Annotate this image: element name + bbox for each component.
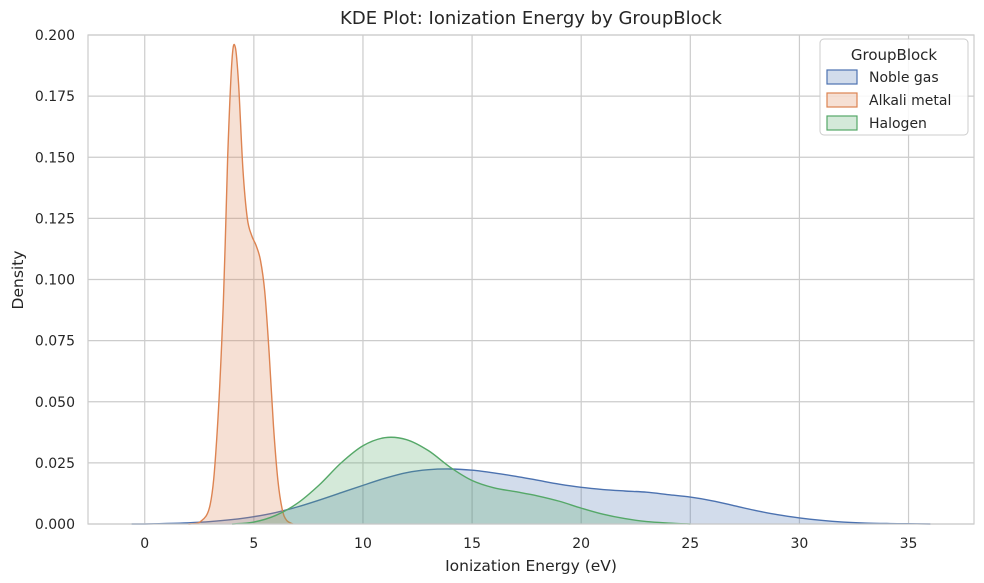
x-tick-label: 30 [791, 536, 809, 552]
chart-title: KDE Plot: Ionization Energy by GroupBloc… [340, 8, 722, 29]
density-areas [131, 43, 931, 525]
legend-swatch-noble-gas [826, 69, 858, 85]
density-line-noble-gas [131, 468, 931, 525]
x-tick-label: 25 [681, 536, 699, 552]
legend-swatch-halogen [826, 115, 858, 131]
legend-label-halogen: Halogen [869, 116, 927, 132]
y-tick-label: 0.025 [35, 456, 75, 472]
legend-title: GroupBlock [851, 46, 938, 64]
legend-items: Noble gas Alkali metal Halogen [826, 69, 951, 132]
area-fill-alkali-metal [188, 44, 294, 524]
plot-frame [87, 34, 975, 525]
y-tick-label: 0.175 [35, 89, 75, 105]
y-tick-label: 0.200 [35, 28, 75, 44]
y-tick-label: 0.100 [35, 273, 75, 289]
legend: GroupBlock Noble gas Alkali metal Halogen [819, 38, 969, 136]
x-tick-label: 5 [249, 536, 258, 552]
legend-label-alkali-metal: Alkali metal [869, 93, 951, 109]
density-line-alkali-metal [188, 43, 294, 525]
x-axis-title: Ionization Energy (eV) [445, 557, 617, 575]
density-line-halogen [231, 436, 691, 525]
y-tick-label: 0.150 [35, 150, 75, 166]
y-tick-label: 0.075 [35, 334, 75, 350]
legend-swatch-alkali-metal [826, 92, 858, 108]
x-tick-label: 10 [354, 536, 372, 552]
x-tick-label: 15 [463, 536, 481, 552]
x-tick-label: 0 [140, 536, 149, 552]
y-tick-label: 0.125 [35, 211, 75, 227]
x-tick-label: 20 [572, 536, 590, 552]
legend-label-noble-gas: Noble gas [869, 70, 939, 86]
y-tick-labels: 0.000 0.025 0.050 0.075 0.100 0.125 0.150 0.175… [35, 28, 75, 533]
y-axis-title: Density [9, 251, 27, 310]
x-tick-labels: 0 5 10 15 20 25 30 35 [140, 536, 917, 552]
y-tick-label: 0.050 [35, 395, 75, 411]
area-fill-noble-gas [131, 468, 931, 524]
legend-box [819, 38, 969, 136]
y-tick-label: 0.000 [35, 517, 75, 533]
x-tick-label: 35 [900, 536, 918, 552]
